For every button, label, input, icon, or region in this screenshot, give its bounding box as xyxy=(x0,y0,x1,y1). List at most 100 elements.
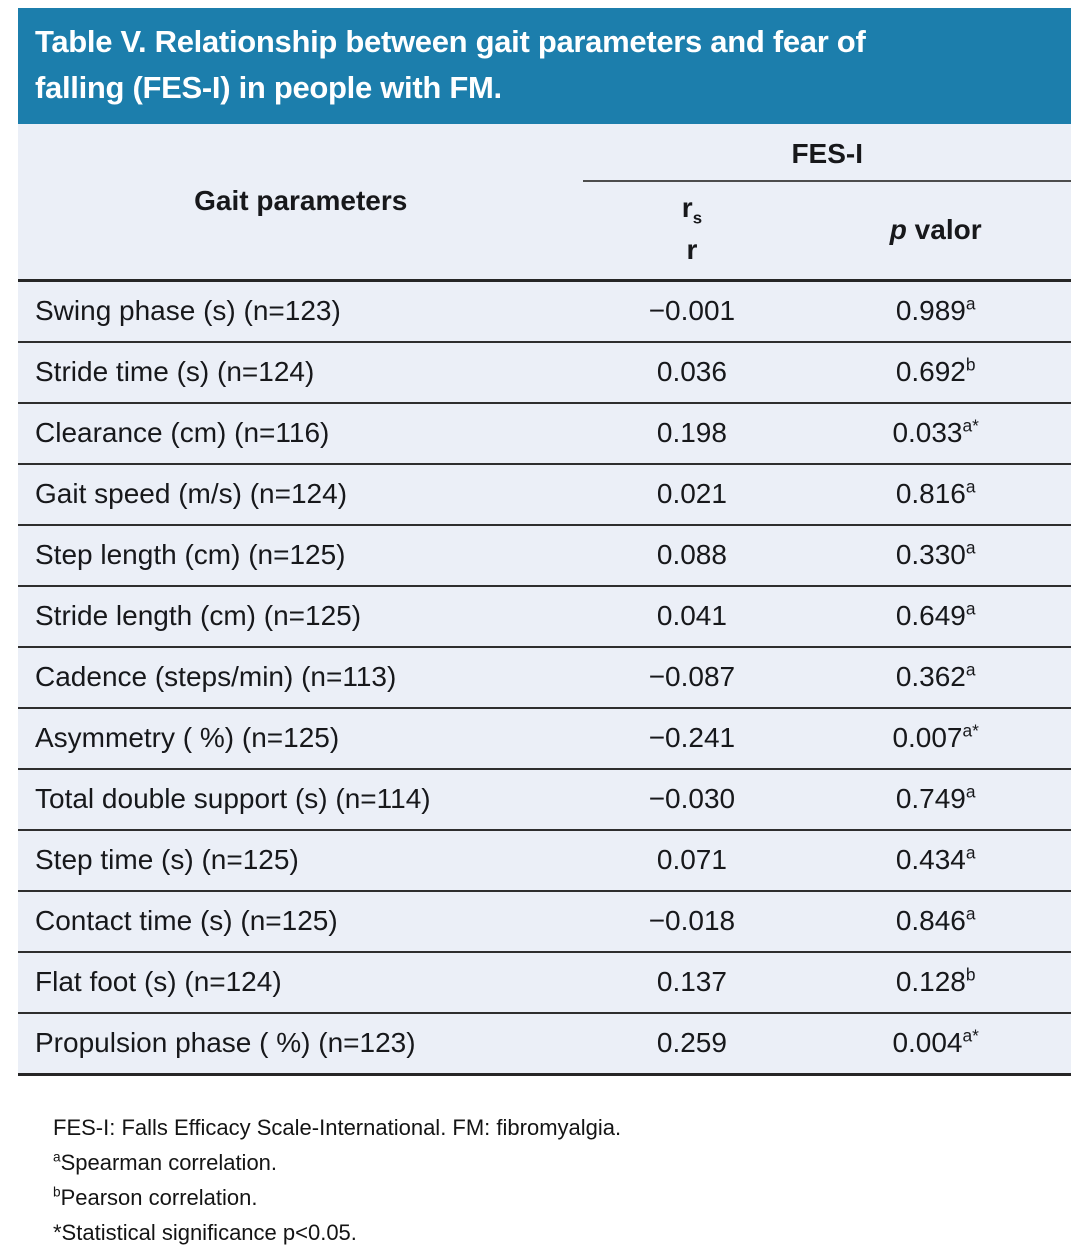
r-value: 0.071 xyxy=(656,843,727,875)
p-superscript: a* xyxy=(962,415,979,436)
footnote-text: Pearson correlation. xyxy=(60,1184,258,1210)
footnote-text: FES-I: Falls Efficacy Scale-Internationa… xyxy=(53,1114,622,1140)
table-row: Stride time (s) (n=124) 0.036 0.692b xyxy=(18,342,1071,403)
p-value: 0.846a xyxy=(800,891,1071,952)
fesi-group-header: FES-I xyxy=(583,124,1071,182)
table-row: Contact time (s) (n=125) −0.018 0.846a xyxy=(18,891,1071,952)
p-value-number: 0.749 xyxy=(895,782,966,814)
p-value: 0.989a xyxy=(800,280,1071,342)
fesi-group-label: FES-I xyxy=(791,138,864,169)
p-superscript: a xyxy=(965,476,976,497)
r-value: 0.036 xyxy=(656,355,727,387)
r-spearman-subscript: s xyxy=(692,208,703,228)
r-value: 0.137 xyxy=(656,965,727,997)
p-value-number: 0.330 xyxy=(895,538,966,570)
p-value: 0.362a xyxy=(800,647,1071,708)
p-value-number: 0.846 xyxy=(895,904,966,936)
header-row-group: Gait parameters FES-I xyxy=(18,124,1071,282)
p-column-header: p valor xyxy=(800,181,1071,282)
p-value-number: 0.007 xyxy=(892,721,963,753)
row-label: Step length (cm) (n=125) xyxy=(35,538,346,570)
r-value: 0.088 xyxy=(656,538,727,570)
table-row: Propulsion phase ( %) (n=123) 0.259 0.00… xyxy=(18,1013,1071,1075)
row-label: Step time (s) (n=125) xyxy=(35,843,299,875)
p-value: 0.007a* xyxy=(800,708,1071,769)
p-superscript: a xyxy=(965,293,976,314)
p-superscript: a* xyxy=(962,720,979,741)
r-column-header: rs r xyxy=(583,181,801,282)
r-value: 0.041 xyxy=(656,599,727,631)
footnote-text: *Statistical significance p<0.05. xyxy=(53,1219,357,1245)
p-value: 0.749a xyxy=(800,769,1071,830)
r-value: −0.030 xyxy=(648,782,736,814)
table-row: Asymmetry ( %) (n=125) −0.241 0.007a* xyxy=(18,708,1071,769)
p-value: 0.033a* xyxy=(800,403,1071,464)
footnote: *Statistical significance p<0.05. xyxy=(53,1215,1071,1250)
table-row: Total double support (s) (n=114) −0.030 … xyxy=(18,769,1071,830)
table-title-bar: Table V. Relationship between gait param… xyxy=(18,8,1071,124)
p-superscript: a xyxy=(965,842,976,863)
header-row-columns: rs r p valor xyxy=(18,181,1071,282)
p-value: 0.004a* xyxy=(800,1013,1071,1075)
p-value-number: 0.816 xyxy=(895,477,966,509)
p-superscript: a xyxy=(965,903,976,924)
row-label: Gait speed (m/s) (n=124) xyxy=(35,477,348,509)
row-label: Asymmetry ( %) (n=125) xyxy=(35,721,340,753)
p-superscript: b xyxy=(965,964,976,985)
footnote: aSpearman correlation. xyxy=(53,1145,1071,1180)
row-label: Total double support (s) (n=114) xyxy=(35,782,431,814)
r-value: −0.018 xyxy=(648,904,736,936)
table-row: Step length (cm) (n=125) 0.088 0.330a xyxy=(18,525,1071,586)
p-value: 0.816a xyxy=(800,464,1071,525)
table-title-line-2: falling (FES-I) in people with FM. xyxy=(35,70,502,105)
row-label: Stride time (s) (n=124) xyxy=(35,355,315,387)
p-value: 0.434a xyxy=(800,830,1071,891)
p-value-number: 0.434 xyxy=(895,843,966,875)
r-pearson-symbol: r xyxy=(686,233,698,265)
p-superscript: a* xyxy=(962,1025,979,1046)
table-header: Gait parameters FES-I rs r p valor xyxy=(18,124,1071,282)
gait-parameters-header: Gait parameters xyxy=(18,124,584,282)
p-value-number: 0.692 xyxy=(895,355,966,387)
p-value-number: 0.128 xyxy=(895,965,966,997)
p-value-number: 0.033 xyxy=(892,416,963,448)
table-row: Step time (s) (n=125) 0.071 0.434a xyxy=(18,830,1071,891)
p-value: 0.649a xyxy=(800,586,1071,647)
gait-fesi-table: Gait parameters FES-I rs r p valor Swing… xyxy=(18,124,1071,1076)
r-value: −0.001 xyxy=(648,294,736,326)
row-label: Stride length (cm) (n=125) xyxy=(35,599,362,631)
table-row: Stride length (cm) (n=125) 0.041 0.649a xyxy=(18,586,1071,647)
p-value-number: 0.004 xyxy=(892,1026,963,1058)
p-superscript: a xyxy=(965,659,976,680)
r-value: −0.241 xyxy=(648,721,736,753)
table-row: Cadence (steps/min) (n=113) −0.087 0.362… xyxy=(18,647,1071,708)
footnote: bPearson correlation. xyxy=(53,1180,1071,1215)
table-card: Table V. Relationship between gait param… xyxy=(18,8,1071,1250)
table-title-line-1: Table V. Relationship between gait param… xyxy=(35,24,866,59)
table-row: Clearance (cm) (n=116) 0.198 0.033a* xyxy=(18,403,1071,464)
table-body: Swing phase (s) (n=123) −0.001 0.989a St… xyxy=(18,280,1071,1075)
p-superscript: a xyxy=(965,781,976,802)
r-spearman-symbol: rs xyxy=(681,192,703,228)
footnote: FES-I: Falls Efficacy Scale-Internationa… xyxy=(53,1110,1071,1145)
p-superscript: b xyxy=(965,354,976,375)
footnote-superscript: b xyxy=(53,1184,61,1200)
table-row: Gait speed (m/s) (n=124) 0.021 0.816a xyxy=(18,464,1071,525)
p-value-number: 0.649 xyxy=(895,599,966,631)
row-label: Flat foot (s) (n=124) xyxy=(35,965,282,997)
p-value-number: 0.362 xyxy=(895,660,966,692)
r-value: −0.087 xyxy=(648,660,736,692)
p-valor-label: valor xyxy=(906,214,982,246)
row-label: Cadence (steps/min) (n=113) xyxy=(35,660,397,692)
table-row: Flat foot (s) (n=124) 0.137 0.128b xyxy=(18,952,1071,1013)
row-label: Swing phase (s) (n=123) xyxy=(35,294,341,326)
row-label: Propulsion phase ( %) (n=123) xyxy=(35,1026,416,1058)
footnote-superscript: a xyxy=(53,1149,61,1165)
row-label: Clearance (cm) (n=116) xyxy=(35,416,330,448)
r-value: 0.198 xyxy=(656,416,727,448)
p-value-number: 0.989 xyxy=(895,294,966,326)
r-value: 0.021 xyxy=(656,477,727,509)
row-label: Contact time (s) (n=125) xyxy=(35,904,338,936)
r-value: 0.259 xyxy=(656,1026,727,1058)
p-symbol: p xyxy=(889,214,907,246)
